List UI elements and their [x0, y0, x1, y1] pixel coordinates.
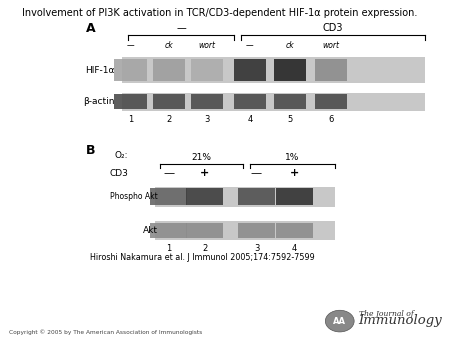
- Text: 1%: 1%: [285, 153, 300, 162]
- Bar: [276, 223, 313, 239]
- Text: —: —: [246, 41, 253, 50]
- Bar: [234, 94, 266, 110]
- Text: +: +: [290, 168, 299, 178]
- Bar: [153, 59, 185, 81]
- Text: A: A: [86, 22, 95, 35]
- Text: 1: 1: [166, 244, 171, 253]
- Text: β-actin: β-actin: [83, 97, 115, 106]
- Bar: [234, 59, 266, 81]
- Text: wort: wort: [198, 41, 216, 50]
- Text: —: —: [176, 23, 186, 33]
- Text: AA: AA: [333, 317, 346, 325]
- Bar: [114, 94, 147, 110]
- Text: 1: 1: [128, 116, 133, 124]
- Text: Copyright © 2005 by The American Association of Immunologists: Copyright © 2005 by The American Associa…: [9, 329, 202, 335]
- Bar: [191, 94, 223, 110]
- Text: —: —: [163, 168, 174, 178]
- Text: 3: 3: [254, 244, 259, 253]
- Bar: [315, 59, 347, 81]
- Bar: [238, 188, 275, 205]
- Text: ck: ck: [164, 41, 173, 50]
- Text: 5: 5: [288, 116, 293, 124]
- Bar: [191, 59, 223, 81]
- Text: Akt: Akt: [143, 226, 158, 235]
- Text: Immunology: Immunology: [359, 314, 442, 327]
- Text: ck: ck: [286, 41, 295, 50]
- Text: 6: 6: [328, 116, 333, 124]
- Text: Hiroshi Nakamura et al. J Immunol 2005;174:7592-7599: Hiroshi Nakamura et al. J Immunol 2005;1…: [90, 253, 315, 262]
- Bar: [155, 187, 335, 207]
- Text: +: +: [200, 168, 209, 178]
- Bar: [276, 188, 313, 205]
- Text: CD3: CD3: [323, 23, 343, 33]
- Bar: [150, 223, 187, 239]
- Bar: [153, 94, 185, 110]
- Bar: [122, 93, 425, 111]
- Text: Phospho Akt: Phospho Akt: [110, 192, 158, 201]
- Text: —: —: [127, 41, 134, 50]
- Text: 2: 2: [166, 116, 171, 124]
- Text: HIF-1α: HIF-1α: [85, 67, 115, 75]
- Text: B: B: [86, 144, 95, 156]
- Text: Involvement of PI3K activation in TCR/CD3-dependent HIF-1α protein expression.: Involvement of PI3K activation in TCR/CD…: [22, 8, 418, 19]
- Bar: [155, 221, 335, 240]
- Bar: [315, 94, 347, 110]
- Bar: [122, 57, 425, 83]
- Bar: [238, 223, 275, 239]
- Text: —: —: [251, 168, 262, 178]
- Bar: [274, 59, 306, 81]
- Text: 4: 4: [292, 244, 297, 253]
- Text: O₂:: O₂:: [115, 151, 128, 160]
- Bar: [186, 188, 223, 205]
- Bar: [186, 223, 223, 239]
- Text: 2: 2: [202, 244, 207, 253]
- Text: 21%: 21%: [191, 153, 212, 162]
- Circle shape: [325, 310, 354, 332]
- Bar: [114, 59, 147, 81]
- Bar: [274, 94, 306, 110]
- Text: CD3: CD3: [109, 169, 128, 177]
- Text: wort: wort: [322, 41, 339, 50]
- Text: 3: 3: [204, 116, 210, 124]
- Text: The Journal of: The Journal of: [359, 310, 414, 318]
- Bar: [150, 188, 187, 205]
- Text: 4: 4: [247, 116, 252, 124]
